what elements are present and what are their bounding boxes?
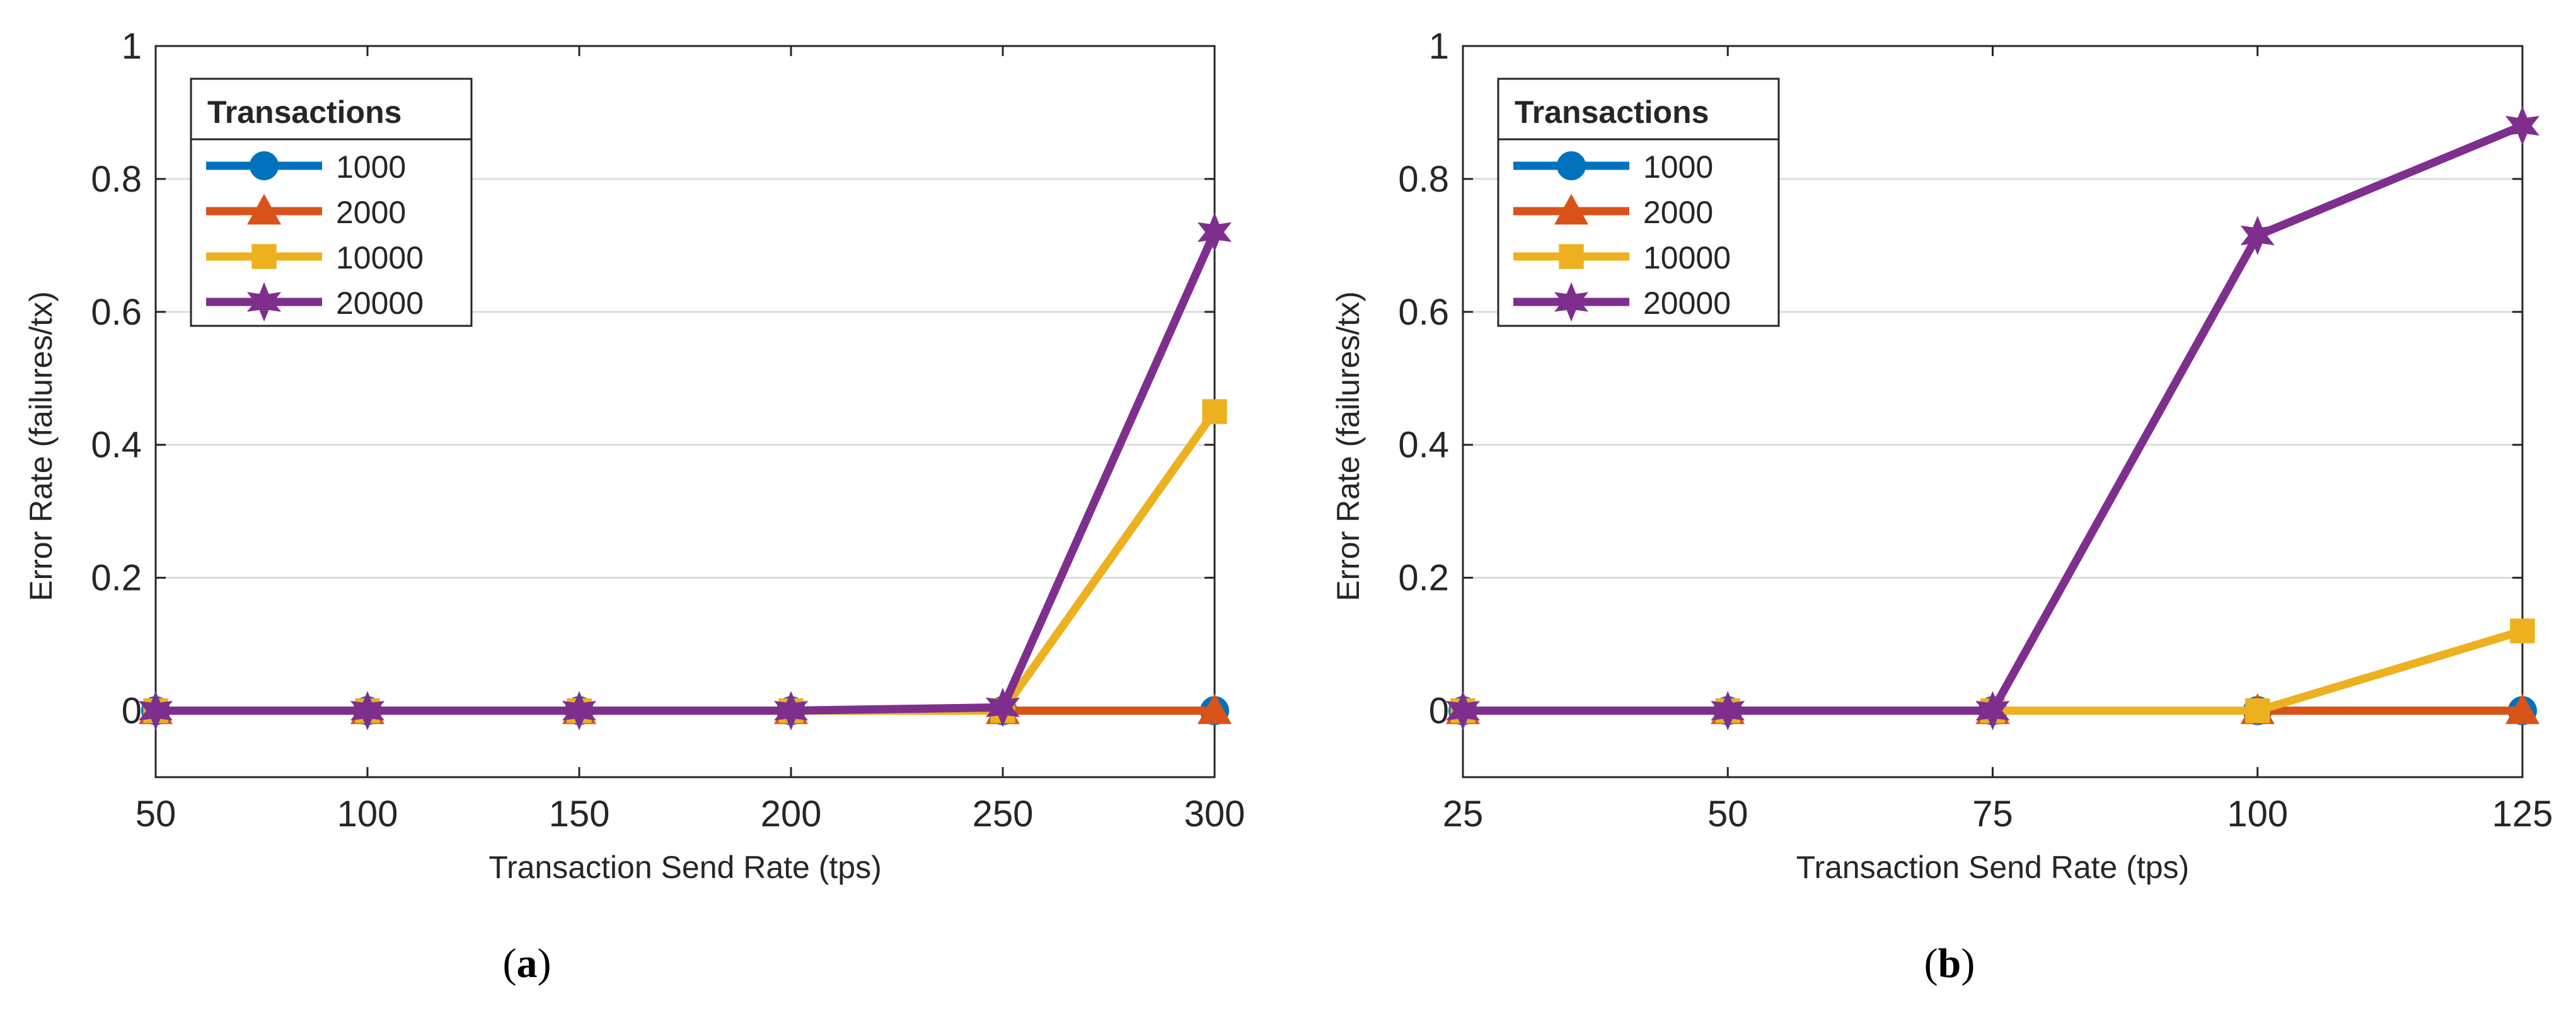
x-tick-label: 300: [1184, 794, 1245, 835]
x-tick-label: 75: [1972, 794, 2013, 835]
y-tick-label: 1: [122, 26, 142, 67]
data-point-20000: [773, 691, 809, 731]
y-tick-label: 0.8: [91, 159, 142, 200]
legend-entry-label: 10000: [1643, 240, 1731, 275]
x-tick-label: 100: [337, 794, 398, 835]
legend-marker-10000: [251, 244, 277, 269]
panel-caption: (a): [503, 940, 552, 986]
data-point-20000: [1197, 212, 1232, 252]
x-tick-label: 125: [2492, 794, 2553, 835]
x-tick-label: 250: [973, 794, 1034, 835]
x-axis-label: Transaction Send Rate (tps): [488, 850, 881, 885]
x-tick-label: 50: [136, 794, 176, 835]
series-line-20000: [151, 228, 1219, 715]
data-point-10000: [2510, 618, 2535, 644]
x-tick-label: 200: [761, 794, 822, 835]
x-tick-label: 25: [1443, 794, 1484, 835]
legend-box: [190, 78, 473, 327]
x-tick-label: 100: [2227, 794, 2288, 835]
legend-box: [1497, 78, 1780, 327]
data-point-20000: [1975, 691, 2010, 731]
y-tick-label: 0: [1429, 691, 1449, 732]
y-tick-label: 0.6: [1398, 292, 1449, 333]
data-point-20000: [138, 691, 173, 731]
y-axis-label: Error Rate (failures/tx): [23, 291, 59, 601]
y-tick-label: 0.4: [91, 425, 142, 466]
data-point-20000: [1445, 691, 1481, 731]
data-point-20000: [350, 691, 385, 731]
y-tick-label: 0.4: [1398, 425, 1449, 466]
y-tick-label: 1: [1429, 26, 1449, 67]
legend-marker-2000: [1554, 194, 1588, 225]
data-point-20000: [1711, 691, 1745, 731]
legend-marker-10000: [1559, 244, 1584, 269]
x-tick-label: 150: [549, 794, 610, 835]
data-point-20000: [2240, 216, 2275, 255]
legend-title: Transactions: [1515, 95, 1709, 130]
legend-entry-label: 20000: [1643, 286, 1731, 321]
panel-caption: (b): [1924, 940, 1975, 986]
data-point-20000: [2505, 106, 2540, 146]
legend-entry-label: 10000: [336, 240, 424, 275]
y-tick-label: 0.2: [1398, 558, 1449, 599]
data-point-2000: [2505, 693, 2539, 724]
x-axis-label: Transaction Send Rate (tps): [1796, 850, 2189, 885]
legend-entry-label: 20000: [336, 286, 424, 321]
legend-entry-label: 2000: [1643, 195, 1713, 230]
legend-title: Transactions: [207, 95, 401, 130]
y-tick-label: 0.2: [91, 558, 142, 599]
legend-marker-1000: [1557, 151, 1586, 180]
data-point-10000: [2245, 698, 2270, 724]
legend-entry-label: 2000: [336, 195, 406, 230]
y-tick-label: 0: [122, 691, 142, 732]
data-point-20000: [562, 691, 597, 731]
legend-marker-2000: [247, 194, 281, 225]
data-point-20000: [985, 688, 1020, 727]
legend-entry-label: 1000: [1643, 149, 1713, 185]
data-point-2000: [1198, 693, 1232, 724]
data-point-10000: [1202, 399, 1227, 424]
legend-marker-20000: [1554, 282, 1589, 322]
y-tick-label: 0.8: [1398, 159, 1449, 200]
legend-marker-1000: [250, 151, 279, 180]
y-tick-label: 0.6: [91, 292, 142, 333]
x-tick-label: 50: [1707, 794, 1748, 835]
legend-marker-20000: [246, 282, 282, 322]
legend-entry-label: 1000: [336, 149, 406, 185]
y-axis-label: Error Rate (failures/tx): [1331, 291, 1366, 601]
